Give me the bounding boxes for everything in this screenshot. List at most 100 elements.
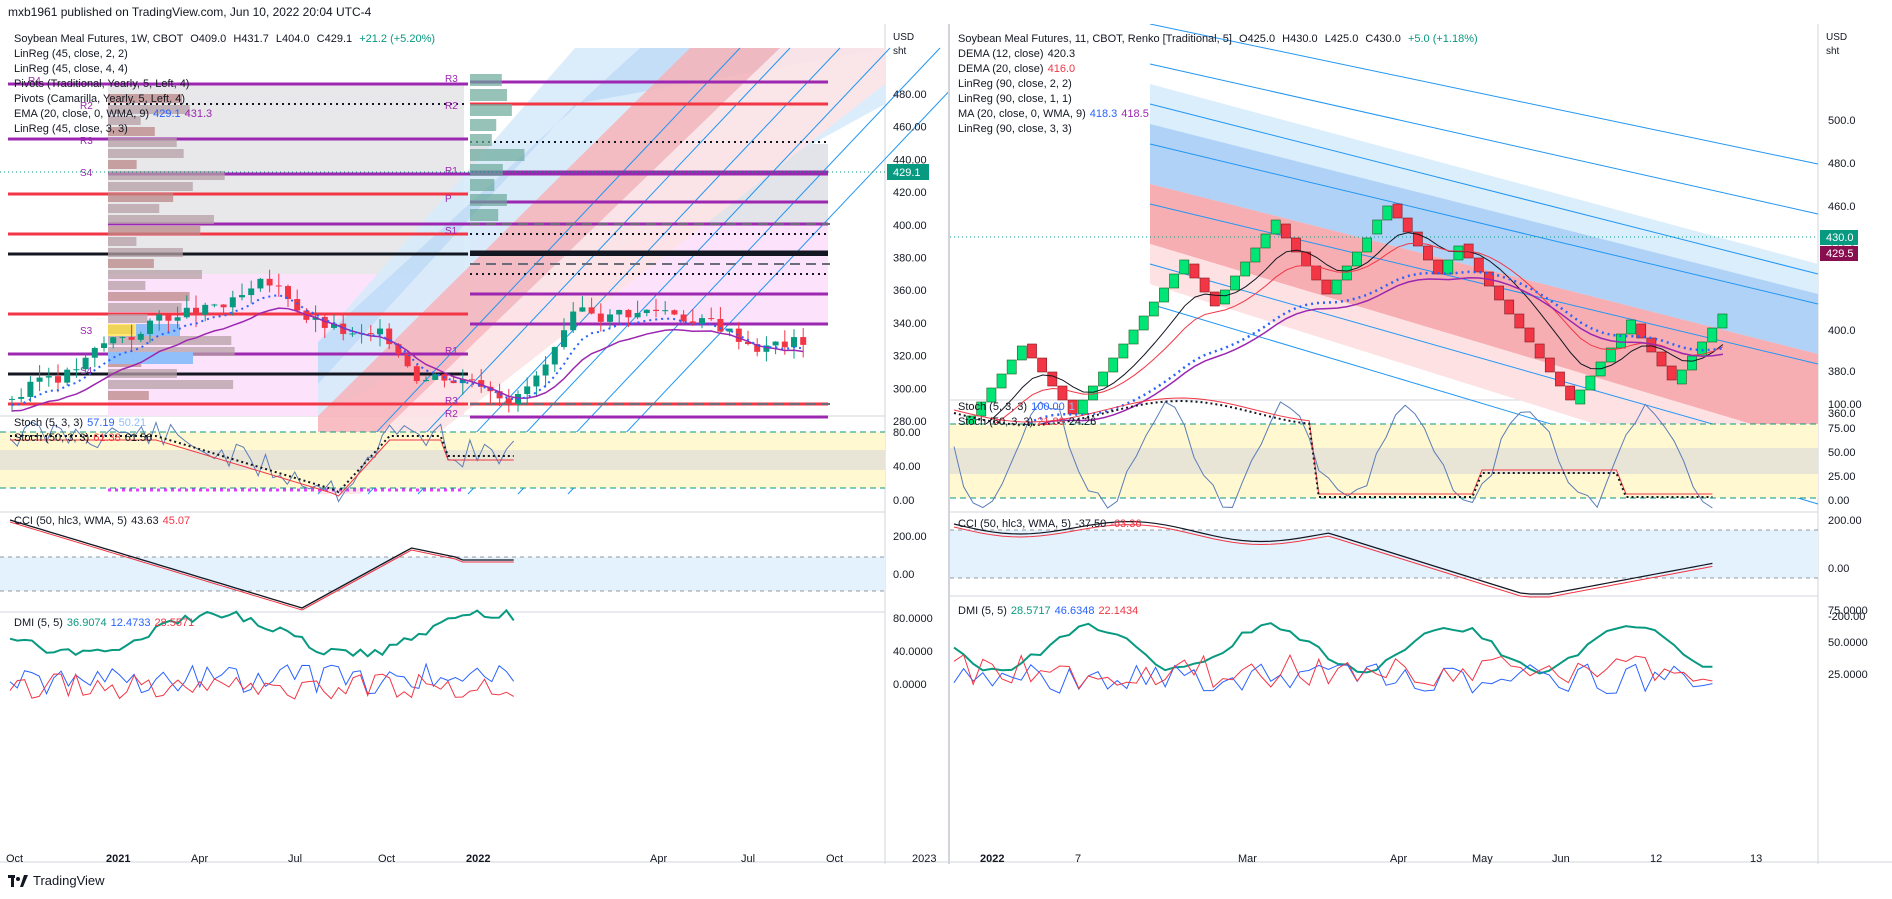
right-renko-brick	[1372, 219, 1383, 235]
tradingview-logo[interactable]: TradingView	[8, 873, 105, 888]
left-candle-body	[662, 310, 669, 312]
left-candle-body	[45, 376, 52, 378]
left-time-tick: Apr	[191, 853, 208, 864]
left-volume-profile-bar	[108, 204, 160, 213]
right-chart-panel[interactable]: USDsht500.0480.0460.0440.0400.0380.0360.…	[950, 23, 1892, 865]
left-cci-tick: 0.00	[893, 569, 914, 581]
right-linreg-line	[1149, 63, 1819, 215]
left-candle-body	[579, 307, 586, 312]
right-renko-brick	[1412, 231, 1423, 247]
right-unit-label: sht	[1826, 46, 1840, 57]
right-chart-canvas[interactable]: USDsht500.0480.0460.0440.0400.0380.0360.…	[950, 23, 1892, 865]
right-renko-brick	[1220, 289, 1230, 305]
left-candle-body	[800, 337, 807, 345]
left-unit-label: sht	[893, 46, 907, 57]
left-candle-body	[321, 316, 328, 328]
left-time-tick: Oct	[378, 853, 395, 864]
left-volume-profile-bar	[108, 336, 232, 345]
right-renko-brick	[1707, 327, 1718, 343]
left-volume-profile-bar-2022	[470, 89, 508, 101]
right-renko-brick	[1443, 259, 1454, 275]
left-volume-profile-bar	[108, 281, 146, 290]
right-renko-brick	[1037, 357, 1048, 373]
left-candle-body	[717, 318, 724, 332]
right-renko-brick	[1047, 371, 1058, 387]
left-time-tick: Oct	[6, 853, 23, 864]
left-chart-panel[interactable]: USD sht R4 R3 R2 R1 P S1 S4 R3 R2 R1 R3 R2 S3 S4 480.00 4…	[0, 24, 991, 865]
left-volume-profile-bar	[108, 182, 193, 191]
left-candle-body	[73, 369, 80, 371]
right-cci-tick: 0.00	[1828, 563, 1849, 575]
left-stoch-tick: 0.00	[893, 495, 914, 507]
right-renko-brick	[1433, 259, 1444, 275]
right-dmi-adx-line	[953, 622, 1713, 675]
right-renko-brick	[1636, 323, 1647, 339]
left-candle-body	[119, 336, 126, 338]
left-candle-body	[432, 374, 439, 380]
left-candle-body	[312, 316, 319, 320]
left-candle-body	[616, 309, 623, 315]
left-candle-body	[101, 343, 107, 348]
left-dmi-adx-line	[9, 608, 515, 658]
left-price-tick: 480.00	[893, 89, 927, 101]
left-volume-profile-bar	[108, 369, 177, 378]
right-renko-brick	[996, 373, 1007, 389]
left-stoch-k-line	[9, 420, 515, 503]
right-dmi-tick: 50.0000	[1828, 637, 1868, 649]
left-candle-body	[193, 307, 199, 315]
right-renko-brick	[1128, 329, 1139, 345]
left-candle-body	[653, 309, 659, 311]
left-candle-body	[726, 328, 733, 332]
left-volume-profile-bar-2022	[470, 134, 492, 146]
panel-divider[interactable]	[948, 24, 950, 864]
right-renko-brick	[976, 401, 987, 417]
left-linreg-line	[467, 47, 891, 495]
left-volume-profile-bar-2022	[470, 149, 525, 161]
right-renko-brick	[1179, 259, 1190, 275]
right-last-price-tag	[1820, 230, 1858, 245]
left-cci-line	[9, 519, 514, 609]
right-renko-brick	[1341, 265, 1352, 281]
left-candle-body	[128, 336, 135, 340]
left-pivot-label: R2	[445, 101, 458, 112]
right-cci-signal-line	[953, 524, 1713, 598]
right-renko-brick	[1077, 399, 1088, 415]
left-candle-body	[496, 391, 503, 399]
left-stoch-slow-line	[10, 435, 514, 494]
left-currency-label: USD	[893, 32, 914, 43]
right-renko-brick	[1402, 217, 1413, 233]
left-volume-profile-bar	[108, 259, 154, 268]
left-chart-canvas[interactable]: USD sht R4 R3 R2 R1 P S1 S4 R3 R2 R1 R3 R2 S3 S4 480.00 4…	[0, 24, 991, 865]
left-pivot-label: R3	[445, 396, 458, 407]
right-cci-line	[953, 520, 1713, 595]
left-volume-profile-bar	[108, 171, 225, 180]
left-price-tick: 400.00	[893, 220, 927, 232]
left-volume-profile-bar-2022	[470, 104, 512, 116]
left-candle-body	[183, 307, 190, 318]
right-renko-brick	[1453, 245, 1464, 261]
left-candle-body	[735, 328, 742, 342]
right-currency-label: USD	[1826, 32, 1847, 43]
left-pivot-label: S1	[445, 226, 458, 237]
left-pivot-label: S4	[80, 168, 93, 179]
left-candle-body	[229, 297, 236, 308]
right-time-tick: 13	[1750, 853, 1762, 864]
right-dema20-line	[961, 242, 1724, 438]
left-candle-body	[91, 347, 98, 358]
left-candle-body	[708, 318, 715, 320]
left-candle-body	[147, 320, 153, 334]
left-price-tick: 420.00	[893, 187, 927, 199]
left-linreg-channel-pink	[318, 48, 885, 494]
left-price-tick: 460.00	[893, 122, 927, 134]
left-candle-body	[64, 369, 71, 383]
left-candle-body	[110, 337, 117, 344]
right-renko-brick	[1534, 343, 1545, 359]
left-volume-profile-bar	[108, 303, 182, 312]
right-renko-brick	[1676, 369, 1687, 385]
left-candle-body	[266, 278, 273, 286]
left-candle-body	[478, 380, 485, 387]
left-ema-line	[11, 307, 804, 412]
left-dmi-tick: 0.0000	[893, 679, 927, 691]
right-time-tick: 12	[1650, 853, 1662, 864]
right-second-price-text: 429.5	[1826, 248, 1854, 260]
